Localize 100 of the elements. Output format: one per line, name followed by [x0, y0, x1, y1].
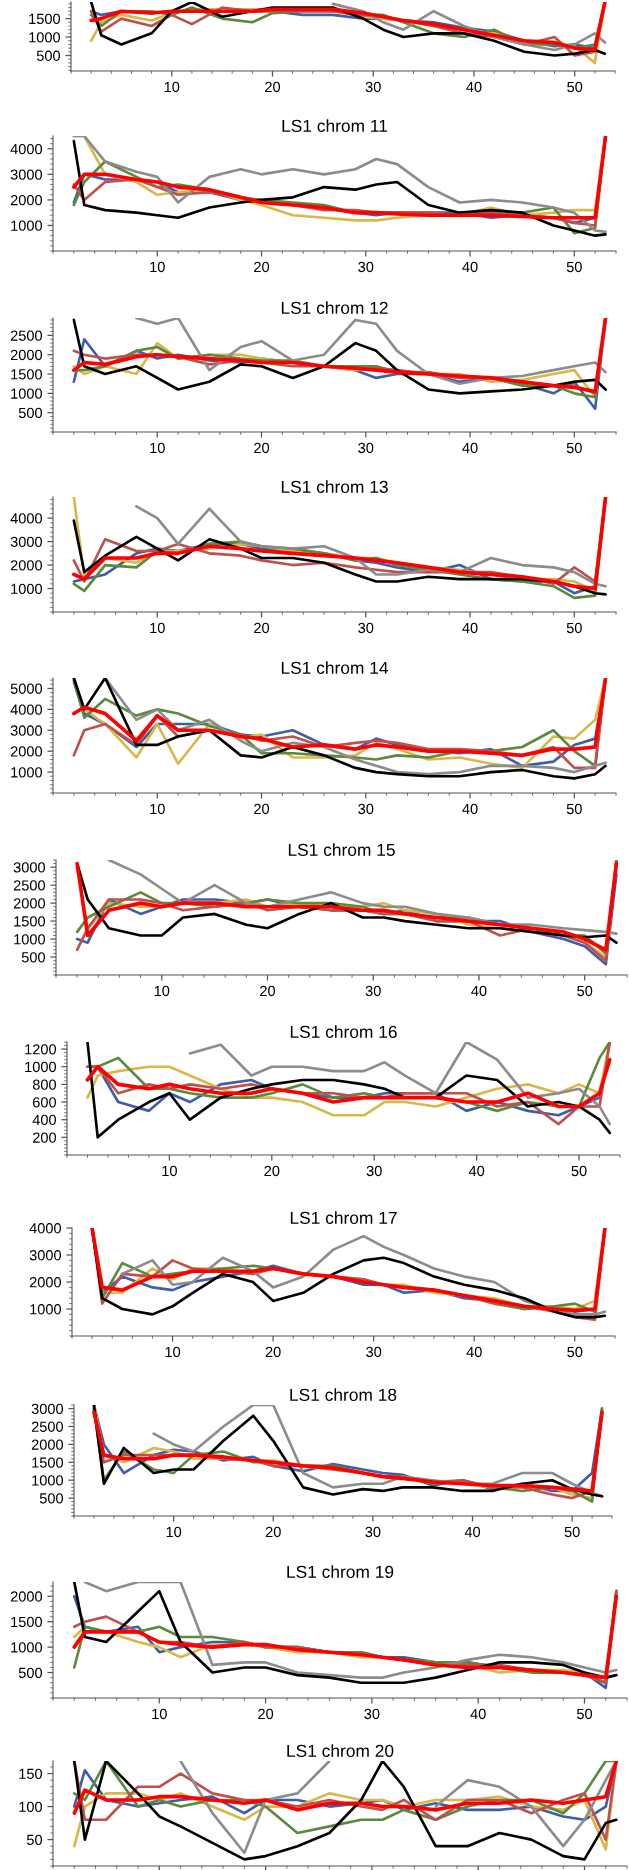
- y-tick-label: 1000: [11, 583, 43, 594]
- x-tick-label: 30: [365, 81, 381, 93]
- y-tick-label: 3000: [31, 1403, 64, 1415]
- y-tick-label: 5000: [10, 683, 43, 694]
- x-tick-label: 30: [365, 985, 381, 997]
- chart-title: LS1 chrom 11: [282, 119, 388, 132]
- y-tick-label: 4000: [10, 704, 43, 715]
- x-tick-label: 20: [265, 81, 281, 93]
- y-tick-label: 400: [32, 1114, 57, 1126]
- y-tick-label: 1000: [25, 1061, 57, 1073]
- y-tick-label: 50: [26, 1834, 43, 1846]
- y-tick-label: 3000: [10, 725, 43, 736]
- y-tick-label: 1000: [32, 1475, 64, 1486]
- x-tick-label: 10: [154, 985, 170, 997]
- y-tick-label: 500: [18, 407, 43, 419]
- x-tick-label: 10: [164, 81, 180, 93]
- x-tick-label: 20: [264, 1165, 280, 1177]
- y-tick-label: 4000: [29, 1223, 62, 1234]
- x-tick-label: 40: [462, 622, 478, 634]
- x-tick-label: 50: [567, 81, 583, 93]
- chart-title: LS1 chrom 13: [281, 480, 388, 493]
- y-tick-label: 2000: [10, 560, 43, 571]
- x-tick-label: 20: [258, 1708, 274, 1720]
- x-tick-label: 30: [366, 1346, 382, 1358]
- x-tick-label: 30: [366, 1165, 382, 1177]
- chart-title: LS1 chrom 20: [287, 1744, 394, 1757]
- x-tick-label: 10: [166, 1526, 182, 1538]
- y-tick-label: 2500: [31, 1421, 64, 1432]
- y-tick-label: 1000: [14, 934, 46, 945]
- chart-title: LS1 chrom 18: [290, 1388, 397, 1401]
- x-tick-label: 50: [566, 261, 582, 273]
- x-tick-label: 50: [564, 1526, 580, 1538]
- chart-title: LS1 chrom 15: [288, 843, 395, 856]
- y-tick-label: 500: [39, 1493, 64, 1504]
- x-tick-label: 20: [254, 622, 270, 634]
- x-tick-label: 30: [364, 1708, 380, 1720]
- y-tick-label: 3000: [10, 536, 43, 548]
- x-tick-label: 40: [468, 1165, 485, 1177]
- y-tick-label: 2000: [13, 898, 46, 909]
- chart-title: LS1 chrom 12: [281, 301, 388, 314]
- x-tick-label: 40: [466, 1346, 482, 1358]
- chart-title: LS1 chrom 14: [281, 661, 389, 674]
- x-tick-label: 50: [566, 442, 582, 454]
- x-tick-label: 30: [365, 1526, 381, 1538]
- y-tick-label: 1500: [14, 916, 46, 927]
- x-tick-label: 50: [571, 1165, 587, 1177]
- x-tick-label: 30: [358, 803, 374, 815]
- x-tick-label: 10: [152, 1708, 167, 1720]
- x-tick-label: 10: [162, 1165, 177, 1177]
- x-tick-label: 20: [265, 1526, 281, 1538]
- x-tick-label: 50: [566, 622, 582, 634]
- y-tick-label: 1500: [11, 1616, 43, 1628]
- x-tick-label: 10: [150, 442, 165, 454]
- y-tick-label: 4000: [10, 513, 43, 524]
- y-tick-label: 2000: [10, 746, 43, 757]
- y-tick-label: 4000: [10, 143, 43, 155]
- y-tick-label: 100: [19, 1801, 43, 1812]
- x-tick-label: 30: [358, 622, 374, 634]
- x-tick-label: 20: [254, 442, 270, 454]
- x-tick-label: 10: [150, 803, 165, 815]
- y-tick-label: 500: [21, 952, 46, 963]
- x-tick-label: 20: [265, 1346, 281, 1358]
- y-tick-label: 1500: [32, 1457, 64, 1468]
- y-tick-label: 1000: [11, 388, 43, 399]
- y-tick-label: 800: [32, 1079, 57, 1090]
- y-tick-label: 1500: [29, 13, 61, 25]
- x-tick-label: 20: [254, 261, 270, 273]
- y-tick-label: 3000: [10, 169, 43, 180]
- x-tick-label: 20: [254, 803, 270, 815]
- x-tick-label: 50: [566, 803, 582, 815]
- x-tick-label: 40: [471, 985, 487, 997]
- x-tick-label: 10: [165, 1346, 181, 1358]
- x-tick-label: 30: [358, 442, 374, 454]
- chart-title: LS1 chrom 17: [290, 1211, 397, 1224]
- y-tick-label: 2000: [29, 1277, 62, 1288]
- y-tick-label: 1500: [11, 369, 43, 380]
- x-tick-label: 40: [470, 1708, 486, 1720]
- y-tick-label: 2000: [10, 349, 43, 361]
- y-tick-label: 1000: [11, 1642, 43, 1653]
- x-tick-label: 40: [464, 1526, 481, 1538]
- x-tick-label: 40: [462, 803, 478, 815]
- y-tick-label: 2000: [10, 194, 43, 206]
- chart-title: LS1 chrom 16: [290, 1025, 397, 1038]
- y-tick-label: 200: [32, 1132, 57, 1143]
- y-tick-label: 2000: [31, 1439, 64, 1450]
- x-tick-label: 50: [567, 1346, 583, 1358]
- x-tick-label: 40: [462, 261, 478, 273]
- y-tick-label: 3000: [29, 1250, 62, 1261]
- x-tick-label: 10: [150, 622, 165, 634]
- y-tick-label: 600: [32, 1097, 57, 1108]
- y-tick-label: 500: [36, 50, 61, 61]
- y-tick-label: 1000: [11, 220, 43, 231]
- y-tick-label: 1200: [25, 1044, 57, 1055]
- chart-title: LS1 chrom 19: [287, 1565, 394, 1578]
- x-tick-label: 40: [462, 442, 478, 454]
- x-tick-label: 10: [150, 261, 165, 273]
- x-tick-label: 50: [576, 1708, 593, 1720]
- y-tick-label: 2500: [13, 880, 46, 891]
- y-tick-label: 2500: [10, 330, 43, 341]
- y-tick-label: 500: [18, 1667, 43, 1678]
